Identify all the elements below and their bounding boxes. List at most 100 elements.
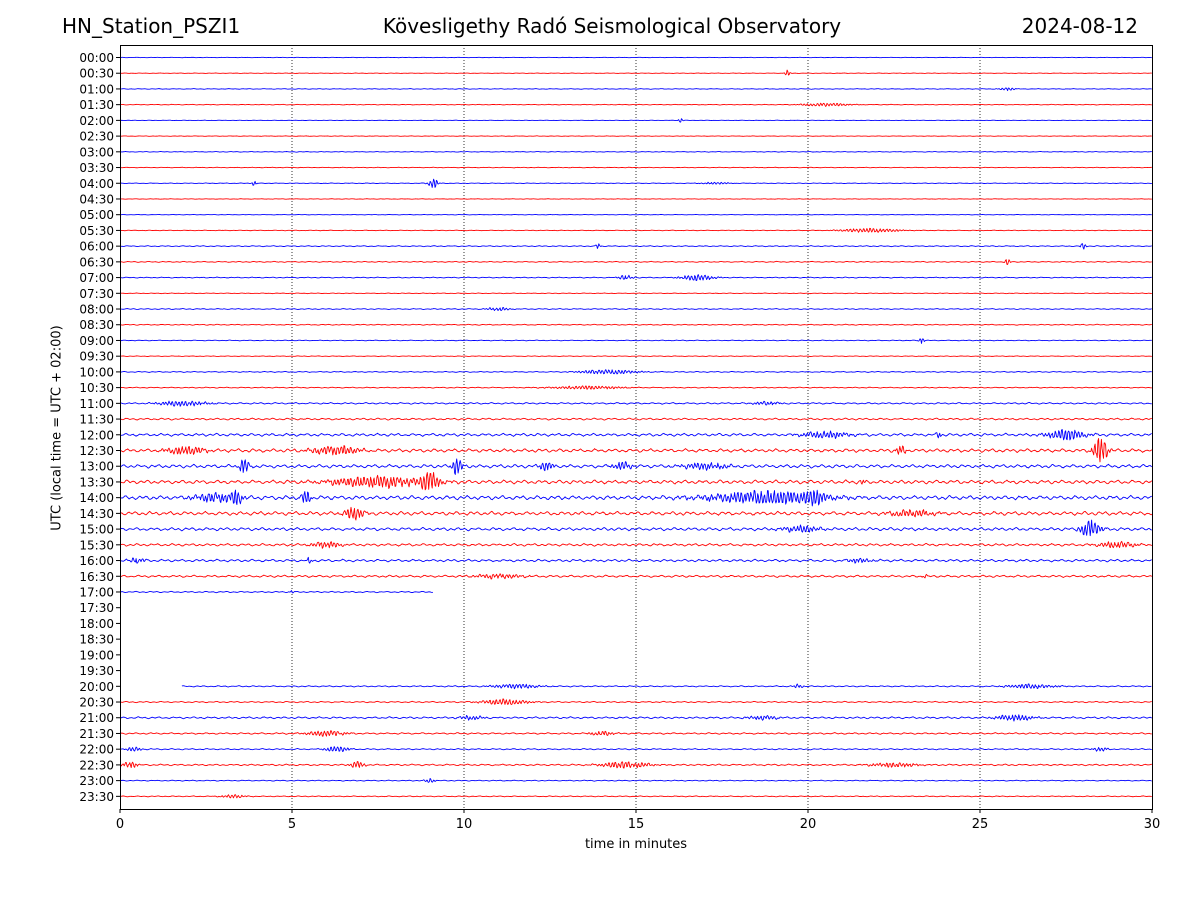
y-tick-label: 08:00 bbox=[79, 303, 114, 317]
trace-2030 bbox=[119, 698, 1152, 705]
trace-0330 bbox=[119, 166, 1152, 169]
y-tick-label: 11:00 bbox=[79, 397, 114, 411]
trace-1500 bbox=[119, 519, 1152, 537]
y-tick-label: 07:00 bbox=[79, 271, 114, 285]
trace-0130 bbox=[120, 102, 1152, 107]
trace-0400 bbox=[119, 178, 1152, 188]
y-tick-label: 16:00 bbox=[79, 554, 114, 568]
y-tick-label: 07:30 bbox=[79, 287, 114, 301]
observatory-title: Kövesligethy Radó Seismological Observat… bbox=[382, 14, 842, 38]
station-title: HN_Station_PSZI1 bbox=[62, 14, 241, 38]
trace-2200 bbox=[119, 746, 1152, 752]
trace-1200 bbox=[119, 429, 1152, 441]
y-tick-label: 03:00 bbox=[79, 145, 114, 159]
y-axis-label: UTC (local time = UTC + 02:00) bbox=[49, 325, 65, 531]
trace-0830 bbox=[119, 323, 1152, 326]
y-tick-label: 12:00 bbox=[79, 428, 114, 442]
y-tick-label: 06:30 bbox=[79, 255, 114, 269]
y-tick-label: 23:00 bbox=[79, 774, 114, 788]
y-tick-label: 03:30 bbox=[79, 161, 114, 175]
vertical-gridlines bbox=[291, 45, 981, 809]
y-tick-label: 14:00 bbox=[79, 491, 114, 505]
trace-0600 bbox=[119, 243, 1152, 250]
trace-1000 bbox=[119, 369, 1152, 375]
trace-1600 bbox=[119, 556, 1152, 564]
trace-2330 bbox=[119, 794, 1152, 799]
trace-0730 bbox=[119, 292, 1152, 295]
y-tick-label: 20:30 bbox=[79, 696, 114, 710]
y-tick-label: 15:00 bbox=[79, 523, 114, 537]
y-tick-label: 16:30 bbox=[79, 570, 114, 584]
trace-2230 bbox=[119, 761, 1152, 769]
trace-0200 bbox=[119, 118, 1152, 123]
y-tick-label: 06:00 bbox=[79, 240, 114, 254]
trace-1230 bbox=[119, 438, 1153, 463]
y-tick-label: 21:30 bbox=[79, 727, 114, 741]
y-tick-label: 09:30 bbox=[79, 350, 114, 364]
y-tick-label: 02:30 bbox=[79, 130, 114, 144]
y-tick-label: 12:30 bbox=[79, 444, 114, 458]
trace-1630 bbox=[119, 573, 1153, 580]
y-tick-label: 00:00 bbox=[79, 51, 114, 65]
x-tick-label: 25 bbox=[972, 817, 989, 832]
y-tick-label: 00:30 bbox=[79, 67, 114, 81]
y-tick-label: 13:00 bbox=[79, 460, 114, 474]
trace-0100 bbox=[119, 87, 1152, 92]
y-tick-label: 19:30 bbox=[79, 664, 114, 678]
y-tick-label: 09:00 bbox=[79, 334, 114, 348]
trace-0430 bbox=[119, 198, 1152, 200]
trace-0500 bbox=[119, 213, 1152, 216]
x-tick-label: 20 bbox=[800, 817, 817, 832]
y-tick-label: 19:00 bbox=[79, 648, 114, 662]
trace-2300 bbox=[119, 777, 1152, 783]
y-tick-label: 17:30 bbox=[79, 601, 114, 615]
y-tick-label: 08:30 bbox=[79, 318, 114, 332]
trace-1330 bbox=[119, 471, 1153, 491]
trace-0900 bbox=[119, 338, 1152, 344]
y-tick-label: 13:30 bbox=[79, 475, 114, 489]
trace-0800 bbox=[119, 306, 1152, 312]
trace-0930 bbox=[119, 355, 1152, 357]
x-tick-label: 5 bbox=[288, 817, 296, 832]
x-axis-ticks: 0 5 10 15 20 25 30 bbox=[116, 809, 1160, 832]
y-tick-label: 05:30 bbox=[79, 224, 114, 238]
x-tick-label: 0 bbox=[116, 817, 124, 832]
x-tick-label: 15 bbox=[628, 817, 645, 832]
y-tick-label: 18:00 bbox=[79, 617, 114, 631]
trace-2000 bbox=[181, 683, 1152, 690]
plot-frame bbox=[120, 45, 1153, 810]
x-tick-label: 10 bbox=[456, 817, 473, 832]
y-tick-label: 14:30 bbox=[79, 507, 114, 521]
y-tick-label: 10:00 bbox=[79, 365, 114, 379]
trace-0700 bbox=[119, 274, 1152, 282]
trace-1130 bbox=[119, 417, 1153, 421]
y-tick-label: 20:00 bbox=[79, 680, 114, 694]
x-tick-label: 30 bbox=[1144, 817, 1161, 832]
trace-1530 bbox=[119, 540, 1153, 549]
y-tick-label: 22:00 bbox=[79, 743, 114, 757]
y-tick-label: 10:30 bbox=[79, 381, 114, 395]
y-tick-label: 23:30 bbox=[79, 790, 114, 804]
trace-1700 bbox=[119, 590, 433, 594]
y-tick-label: 04:30 bbox=[79, 192, 114, 206]
seismic-traces bbox=[119, 56, 1153, 799]
y-tick-label: 01:00 bbox=[79, 82, 114, 96]
trace-1430 bbox=[119, 506, 1153, 521]
y-tick-label: 01:30 bbox=[79, 98, 114, 112]
trace-0530 bbox=[119, 227, 1152, 233]
trace-0230 bbox=[119, 135, 1152, 137]
x-axis-label: time in minutes bbox=[584, 837, 688, 852]
trace-1400 bbox=[119, 489, 1153, 507]
date-title: 2024-08-12 bbox=[1021, 14, 1138, 38]
y-tick-label: 11:30 bbox=[79, 413, 114, 427]
trace-1100 bbox=[119, 400, 1152, 407]
y-tick-label: 18:30 bbox=[79, 633, 114, 647]
trace-2130 bbox=[119, 730, 1152, 737]
trace-0030 bbox=[119, 69, 1152, 76]
trace-2100 bbox=[119, 714, 1152, 722]
trace-0300 bbox=[119, 151, 1152, 153]
trace-1300 bbox=[119, 458, 1153, 475]
